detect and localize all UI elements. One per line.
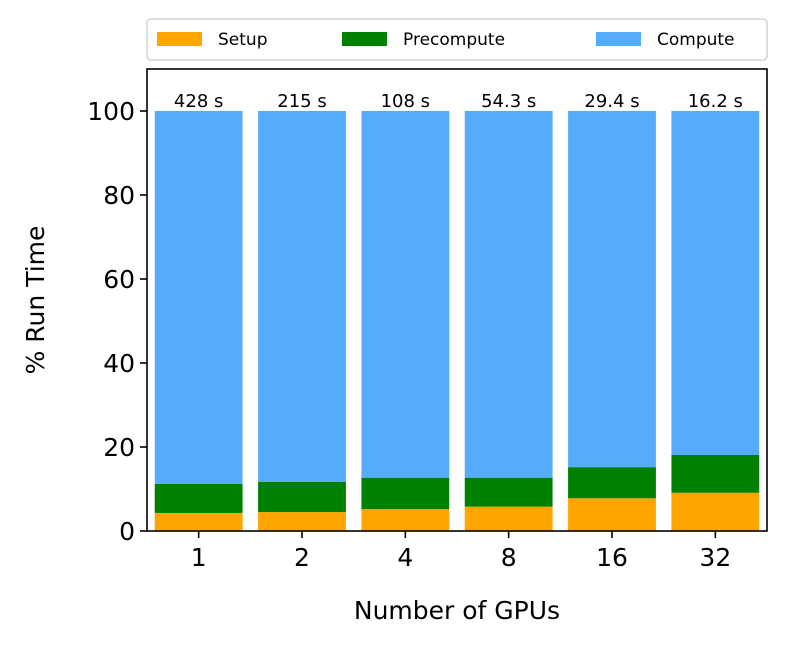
legend-label-compute: Compute <box>657 30 735 50</box>
x-tick-label-1: 1 <box>191 543 207 572</box>
x-axis-title: Number of GPUs <box>354 596 560 625</box>
y-tick-label-40: 40 <box>103 349 135 378</box>
bar-compute-1 <box>154 111 243 484</box>
x-tick-label-2: 2 <box>294 543 310 572</box>
y-tick-label-60: 60 <box>103 265 135 294</box>
bar-labels-group: 428 s 215 s 108 s 54.3 s 29.4 s 16.2 s <box>174 91 743 112</box>
y-tick-label-80: 80 <box>103 181 135 210</box>
bar-compute-32 <box>671 111 760 455</box>
bar-compute-4 <box>361 111 450 478</box>
bar-precompute-1 <box>154 483 243 513</box>
x-tick-label-4: 4 <box>397 543 413 572</box>
legend-swatch-precompute <box>342 32 387 46</box>
bar-precompute-8 <box>464 477 553 507</box>
legend: Setup Precompute Compute <box>146 18 768 61</box>
x-axis: 1 2 4 8 16 32 <box>191 531 731 572</box>
bar-total-label-16: 29.4 s <box>584 91 639 112</box>
bar-setup-4 <box>361 509 450 531</box>
y-tick-label-100: 100 <box>87 97 135 126</box>
bar-total-label-2: 215 s <box>277 91 326 112</box>
bar-total-label-8: 54.3 s <box>481 91 536 112</box>
bars-group <box>154 111 760 531</box>
plot-frame <box>146 68 768 532</box>
legend-label-setup: Setup <box>218 30 267 50</box>
bar-setup-8 <box>464 506 553 531</box>
x-tick-label-8: 8 <box>501 543 517 572</box>
bar-setup-16 <box>568 498 656 531</box>
y-tick-label-0: 0 <box>119 517 135 546</box>
bar-setup-2 <box>258 512 346 531</box>
bar-total-label-1: 428 s <box>174 91 223 112</box>
bar-precompute-16 <box>568 467 656 499</box>
x-tick-label-16: 16 <box>596 543 628 572</box>
bar-precompute-32 <box>671 454 760 493</box>
bar-compute-8 <box>464 111 553 478</box>
x-tick-label-32: 32 <box>699 543 731 572</box>
legend-box <box>146 18 768 61</box>
bar-precompute-4 <box>361 477 450 510</box>
y-tick-label-20: 20 <box>103 433 135 462</box>
bar-compute-16 <box>568 111 656 468</box>
y-axis: 0 20 40 60 80 100 <box>87 97 147 546</box>
bar-setup-32 <box>671 492 760 531</box>
bar-compute-2 <box>258 111 346 482</box>
bar-total-label-32: 16.2 s <box>688 91 743 112</box>
legend-swatch-setup <box>157 32 202 46</box>
legend-label-precompute: Precompute <box>403 30 505 50</box>
bar-precompute-2 <box>258 481 346 513</box>
bar-total-label-4: 108 s <box>381 91 430 112</box>
legend-swatch-compute <box>596 32 641 46</box>
bar-setup-1 <box>154 512 243 531</box>
y-axis-title: % Run Time <box>21 226 50 375</box>
